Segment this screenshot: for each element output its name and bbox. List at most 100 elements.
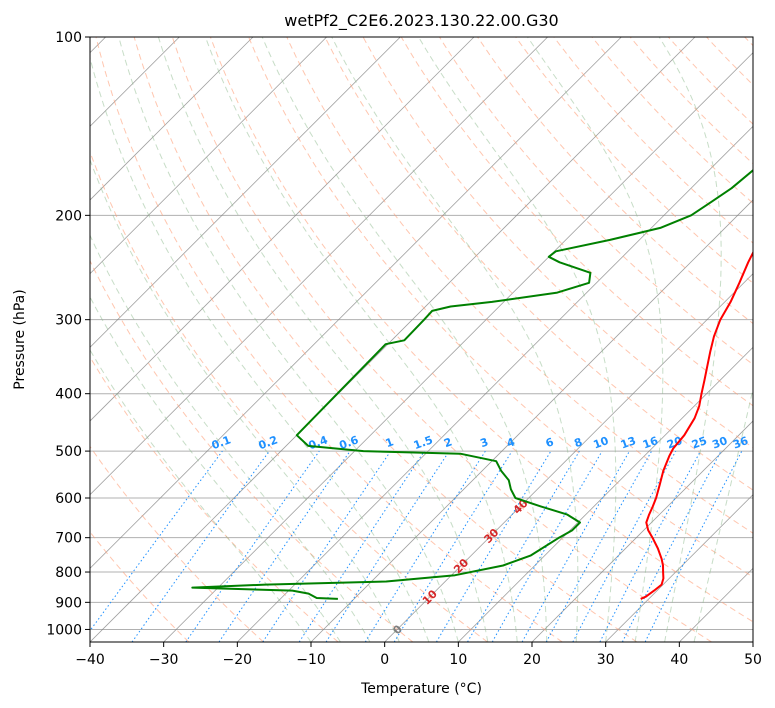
isotherm-line (458, 346, 753, 642)
y-tick-label: 800 (55, 565, 82, 581)
isotherm-line (90, 37, 254, 201)
mixing-ratio-line (521, 450, 630, 642)
grid-layer (90, 37, 753, 642)
chart-title: wetPf2_C2E6.2023.130.22.00.G30 (284, 11, 558, 31)
isotherm-line (531, 420, 753, 642)
moist-adiabat-line (90, 234, 371, 642)
y-tick-label: 200 (55, 208, 82, 224)
dry-adiabat-line (324, 37, 753, 491)
x-tick-label: 40 (670, 652, 688, 668)
temperature-profile (640, 250, 753, 600)
isotherm-line (90, 37, 327, 275)
dry-adiabat-line (362, 37, 753, 449)
mixing-ratio-line (325, 450, 450, 642)
moist-adiabat-line (157, 37, 489, 642)
moist-adiabat-line (331, 37, 579, 642)
dry-adiabat-line (286, 37, 753, 534)
dry-adiabat-line (171, 37, 712, 642)
data-layer (191, 168, 753, 600)
dry-adiabat-line (90, 150, 488, 642)
mixing-ratio-label: 13 (619, 434, 638, 451)
isotherm-line (163, 52, 753, 642)
y-tick-label: 300 (55, 313, 82, 329)
y-tick-label: 1000 (46, 622, 82, 638)
isotherm-line (90, 37, 622, 569)
mixing-ratio-line (644, 450, 743, 642)
x-tick-label: 50 (744, 652, 762, 668)
mixing-ratio-line (393, 450, 513, 642)
mixing-ratio-label: 25 (690, 434, 709, 451)
moist-adiabat-line (204, 37, 518, 642)
mixing-ratio-line (572, 450, 677, 642)
moist-adiabat-line (118, 37, 459, 642)
isotherm-line (237, 125, 753, 642)
dry-adiabat-line (400, 37, 753, 407)
y-tick-label: 400 (55, 387, 82, 403)
dry-adiabat-line (133, 37, 638, 642)
moist-adiabat-line (90, 55, 430, 642)
mixing-ratio-label: 20 (665, 434, 684, 452)
mixing-ratio-label: 30 (710, 434, 729, 452)
dry-adiabat-line (515, 37, 753, 284)
x-tick-label: −30 (149, 652, 179, 668)
mixing-ratio-label: 1.5 (412, 433, 435, 452)
x-tick-label: −10 (296, 652, 326, 668)
x-tick-label: 30 (597, 652, 615, 668)
isotherm-line (90, 37, 696, 642)
moist-adiabat-line (693, 386, 753, 642)
moist-adiabat-line (90, 349, 312, 642)
mixing-ratio-label: 3 (478, 435, 490, 450)
dewpoint-profile (191, 168, 753, 600)
isotherm-line (90, 37, 548, 496)
moist-adiabat-line (418, 37, 617, 642)
mixing-ratio-label: 36 (731, 434, 750, 452)
mixing-ratio-label: 16 (641, 434, 660, 452)
mixing-ratio-label: 10 (592, 434, 611, 452)
mixing-ratio-line (185, 450, 320, 642)
dry-adiabat-line (95, 37, 563, 642)
dry-adiabat-line (591, 37, 753, 204)
y-tick-label: 100 (55, 30, 82, 46)
plot-frame (89, 36, 754, 643)
isotherm-line (90, 37, 401, 348)
x-axis-label: Temperature (°C) (360, 681, 482, 697)
x-tick-label: 0 (380, 652, 389, 668)
x-tick-label: 20 (523, 652, 541, 668)
y-tick-label: 500 (55, 444, 82, 460)
x-tick-label: −40 (75, 652, 105, 668)
mixing-ratio-line (262, 450, 392, 642)
mixing-ratio-label: 0.6 (338, 433, 361, 452)
mixing-ratio-line (131, 450, 270, 642)
moist-adiabat-line (658, 37, 722, 642)
mixing-ratio-label: 8 (572, 435, 584, 450)
dry-adiabat-line (248, 37, 753, 578)
mixing-ratio-line (218, 450, 351, 642)
isotherm-line (90, 37, 475, 422)
y-tick-label: 700 (55, 531, 82, 547)
dry-adiabat-line (209, 37, 753, 623)
x-tick-label: −20 (223, 652, 253, 668)
mixing-ratio-label: 2 (442, 435, 454, 450)
mixing-ratio-line (90, 450, 223, 632)
x-tick-label: 10 (449, 652, 467, 668)
dry-adiabat-line (90, 259, 414, 642)
mixing-ratio-label: 4 (505, 435, 517, 450)
isopleth-layer: 0.1 0.2 0.4 0.6 1 1.5 2 3 4 6 8 10 13 16 20 25 30 3601020… (90, 37, 753, 642)
dry-adiabat-line (553, 37, 753, 244)
moist-adiabat-line (90, 158, 400, 642)
moist-adiabat-line (527, 37, 664, 642)
mixing-ratio-label: 6 (544, 435, 556, 450)
isotherm-line (605, 494, 753, 642)
dry-adiabat-line (90, 445, 264, 642)
y-tick-label: 900 (55, 595, 82, 611)
mixing-ratio-label: 1 (384, 435, 396, 450)
mixing-ratio-line (298, 450, 425, 642)
moist-adiabat-line (90, 296, 341, 642)
y-tick-label: 600 (55, 491, 82, 507)
dry-adiabat-line (438, 37, 753, 366)
mixing-ratio-label: 0.1 (210, 433, 233, 452)
moist-adiabat-line (261, 37, 548, 642)
